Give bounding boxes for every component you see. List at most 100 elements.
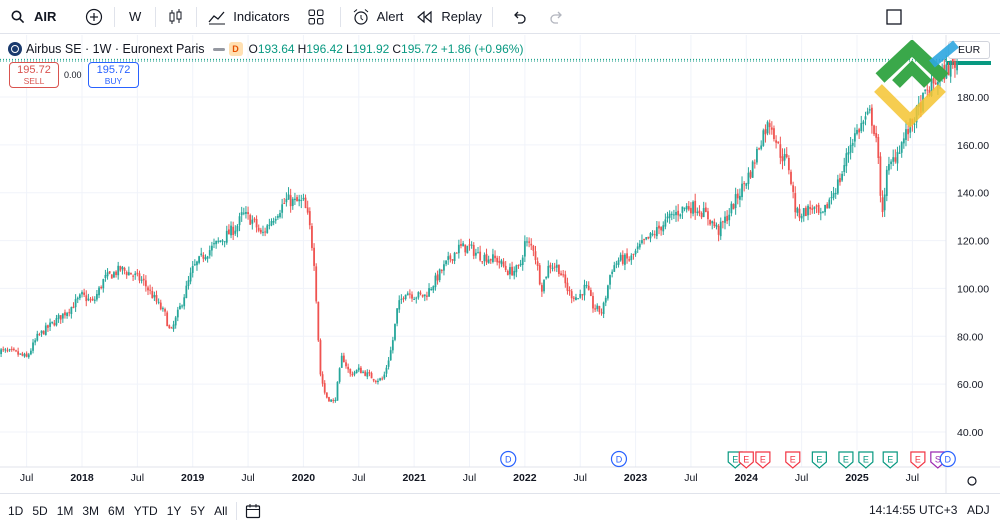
x-tick-label: Jul: [906, 472, 919, 484]
range-button-3m[interactable]: 3M: [82, 504, 100, 518]
candle-body: [809, 206, 812, 210]
dividend-marker-label: D: [505, 455, 512, 465]
candle-body: [257, 227, 260, 231]
candle-body: [732, 203, 735, 210]
top-toolbar: AIR W Indicators Alert Repla: [0, 0, 1000, 34]
candle-body: [266, 225, 269, 234]
candle-body: [183, 297, 186, 307]
candle-body: [849, 144, 852, 153]
candle-body: [172, 324, 175, 330]
candle-body: [83, 292, 86, 295]
range-button-all[interactable]: All: [214, 504, 228, 518]
candle-body: [585, 285, 588, 287]
symbol-search[interactable]: AIR: [0, 0, 78, 34]
compare-button[interactable]: [78, 0, 110, 34]
adj-toggle[interactable]: ADJ: [967, 503, 990, 517]
candle-body: [632, 254, 635, 256]
chart-area[interactable]: 40.00 60.00 80.00 100.00 120.00 140.00 160.00 1…: [0, 35, 1000, 493]
candle-body: [662, 225, 665, 232]
candle-body: [834, 192, 837, 195]
alert-button[interactable]: Alert: [345, 0, 410, 34]
symbol-title[interactable]: Airbus SE · 1W · Euronext Paris: [26, 42, 205, 56]
range-button-ytd[interactable]: YTD: [133, 504, 158, 518]
x-tick-label: Jul: [684, 472, 697, 484]
x-tick-label: 2021: [402, 472, 426, 484]
chart-type-button[interactable]: [160, 0, 192, 34]
hide-series-icon[interactable]: [212, 47, 225, 51]
price-chart[interactable]: 40.00 60.00 80.00 100.00 120.00 140.00 160.00 1…: [0, 35, 1000, 493]
candle-body: [947, 65, 950, 76]
candle-body: [749, 171, 752, 178]
candle-body: [313, 247, 315, 266]
replay-button[interactable]: Replay: [409, 0, 487, 34]
candle-body: [19, 353, 22, 355]
candle-body: [419, 292, 422, 294]
candle-body: [794, 193, 797, 213]
x-tick-label: Jul: [131, 472, 144, 484]
range-button-5y[interactable]: 5Y: [190, 504, 206, 518]
earnings-marker-label: E: [863, 455, 869, 465]
candle-body: [336, 381, 339, 401]
candle-body: [30, 350, 32, 355]
interval-button[interactable]: W: [119, 0, 151, 34]
candle-body: [428, 288, 430, 297]
candle-body: [451, 259, 454, 261]
candle-body: [594, 308, 597, 310]
candle-body: [279, 213, 281, 218]
layouts-button[interactable]: [296, 0, 336, 34]
candle-body: [609, 275, 611, 285]
buy-button[interactable]: 195.72 BUY: [88, 62, 139, 88]
sell-button[interactable]: 195.72 SELL: [9, 62, 59, 88]
candle-body: [72, 306, 75, 309]
fullscreen-button[interactable]: [878, 0, 910, 34]
candle-body: [787, 157, 790, 171]
candle-body: [32, 342, 34, 351]
candle-body: [528, 241, 531, 243]
calendar-icon[interactable]: [243, 501, 263, 521]
candle-body: [198, 256, 201, 263]
range-button-1m[interactable]: 1M: [56, 504, 74, 518]
clock-timezone[interactable]: 14:14:55 UTC+3: [869, 503, 958, 517]
candle-body: [27, 354, 30, 358]
range-button-1y[interactable]: 1Y: [166, 504, 182, 518]
candle-body: [6, 350, 9, 352]
candle-body: [394, 323, 396, 340]
candle-body: [40, 330, 43, 334]
candle-body: [445, 260, 447, 265]
candle-body: [560, 273, 562, 276]
candle-body: [649, 233, 652, 239]
candle-body: [308, 211, 311, 226]
candle-body: [790, 171, 792, 184]
candle-body: [764, 129, 767, 135]
candle-body: [228, 229, 230, 235]
candle-body: [602, 302, 605, 315]
candle-body: [185, 285, 188, 299]
candle-body: [149, 289, 152, 291]
candle-body: [25, 353, 28, 357]
redo-button[interactable]: [541, 0, 573, 34]
candle-body: [598, 305, 601, 313]
range-button-6m[interactable]: 6M: [108, 504, 125, 518]
undo-button[interactable]: [497, 0, 541, 34]
delayed-data-badge[interactable]: D: [228, 42, 243, 56]
x-tick-label: Jul: [241, 472, 254, 484]
candle-body: [858, 129, 861, 133]
candle-body: [196, 261, 198, 266]
range-selector: 1D 5D 1M 3M 6M YTD 1Y 5Y All: [0, 504, 228, 518]
candle-body: [728, 214, 731, 221]
candle-body: [847, 152, 850, 155]
candle-body: [374, 380, 377, 382]
range-button-5d[interactable]: 5D: [32, 504, 48, 518]
candle-body: [553, 266, 556, 268]
candle-body: [151, 290, 154, 299]
bottom-toolbar: 1D 5D 1M 3M 6M YTD 1Y 5Y All: [0, 493, 1000, 528]
candle-body: [110, 274, 113, 279]
candle-body: [730, 203, 733, 214]
candle-body: [694, 200, 697, 213]
grid-layout-icon: [306, 7, 326, 27]
indicators-button[interactable]: Indicators: [201, 0, 295, 34]
candle-body: [775, 140, 777, 143]
candle-body: [315, 266, 318, 302]
currency-button[interactable]: EUR: [948, 41, 990, 59]
range-button-1d[interactable]: 1D: [8, 504, 24, 518]
